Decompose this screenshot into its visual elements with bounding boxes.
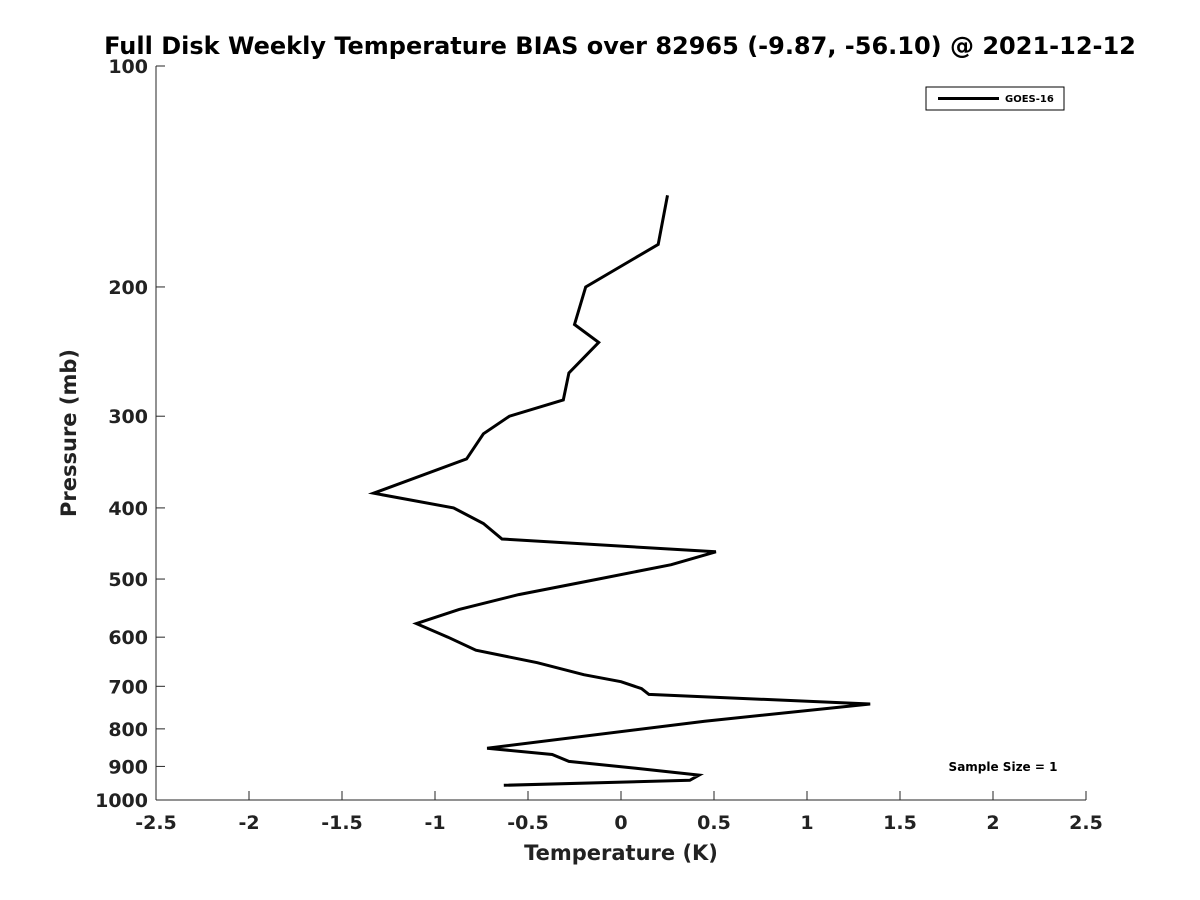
y-tick-label: 800 xyxy=(108,719,148,741)
y-tick-label: 200 xyxy=(108,277,148,299)
x-axis-ticks: -2.5 -2 -1.5 -1 -0.5 0 0.5 1 1.5 2 2.5 xyxy=(135,791,1103,834)
y-tick-label: 400 xyxy=(108,498,148,520)
y-tick-label: 500 xyxy=(108,569,148,591)
y-tick-label: 1000 xyxy=(95,790,148,812)
y-axis-ticks: 100 200 300 400 500 600 700 800 900 1000 xyxy=(95,56,165,812)
x-tick-label: 1.5 xyxy=(883,812,917,834)
x-tick-label: -2 xyxy=(238,812,259,834)
y-tick-label: 100 xyxy=(108,56,148,78)
x-tick-label: -1 xyxy=(424,812,445,834)
x-tick-label: -1.5 xyxy=(321,812,363,834)
x-axis-label: Temperature (K) xyxy=(524,841,718,865)
series-line-goes16 xyxy=(367,195,871,787)
legend-label-goes16: GOES-16 xyxy=(1005,94,1054,105)
x-tick-label: 0.5 xyxy=(697,812,731,834)
x-tick-label: 1 xyxy=(800,812,813,834)
x-tick-label: 2.5 xyxy=(1069,812,1103,834)
y-tick-label: 900 xyxy=(108,756,148,778)
y-tick-label: 300 xyxy=(108,406,148,428)
x-tick-label: 0 xyxy=(614,812,627,834)
x-tick-label: -0.5 xyxy=(507,812,549,834)
x-tick-label: -2.5 xyxy=(135,812,177,834)
sample-size-annotation: Sample Size = 1 xyxy=(949,760,1058,774)
y-axis-label: Pressure (mb) xyxy=(57,349,81,517)
chart-title: Full Disk Weekly Temperature BIAS over 8… xyxy=(104,32,1136,60)
plot-axes xyxy=(155,66,1086,801)
y-tick-label: 700 xyxy=(108,676,148,698)
y-tick-label: 600 xyxy=(108,627,148,649)
legend: GOES-16 xyxy=(925,86,1065,111)
x-tick-label: 2 xyxy=(986,812,999,834)
